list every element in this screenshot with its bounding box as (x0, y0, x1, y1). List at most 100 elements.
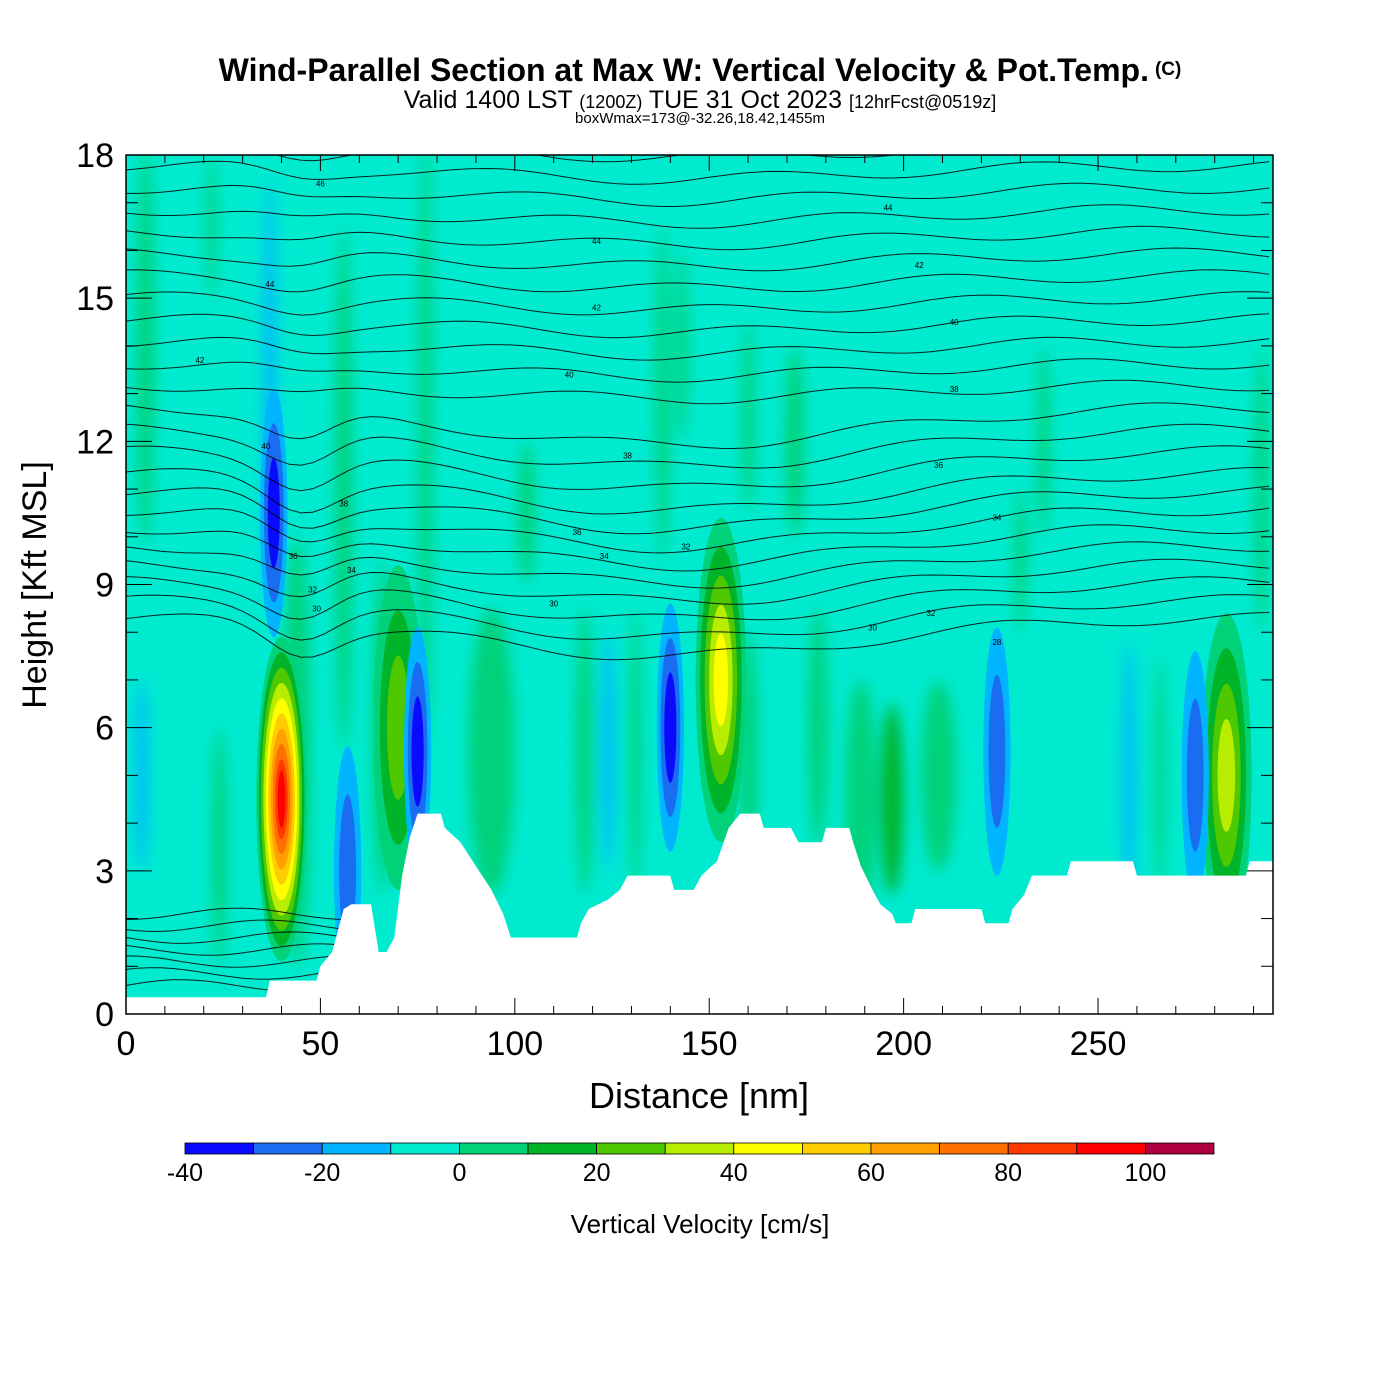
isentrope-label: 36 (289, 552, 298, 561)
x-tick-label: 50 (301, 1025, 339, 1063)
colorbar-bin (1007, 1142, 1078, 1155)
colorbar-bin (527, 1142, 597, 1155)
isentrope-line (126, 466, 1270, 515)
y-axis: Height [Kft MSL] 0 3 6 9 12 15 18 (16, 137, 114, 1034)
y-axis-label: Height [Kft MSL] (16, 461, 54, 709)
y-tick-label: 18 (76, 137, 114, 175)
terrain-mask (126, 813, 1273, 1014)
isentrope-line (126, 612, 1270, 661)
isentrope-label: 32 (926, 609, 935, 618)
isentrope-label: 40 (262, 442, 271, 451)
x-tick-label: 250 (1070, 1025, 1127, 1063)
copyright-mark: (C) (1154, 59, 1182, 80)
field-streak (335, 226, 353, 752)
isentrope-line (126, 445, 1270, 492)
field-streak (602, 632, 614, 871)
field-streak (921, 679, 957, 871)
colorbar-bin (733, 1142, 803, 1155)
valid-date: TUE 31 Oct 2023 (648, 86, 842, 114)
downdraft-core (404, 627, 432, 876)
isentrope-line (126, 247, 1270, 272)
colorbar-bin (596, 1142, 666, 1155)
colorbar-tick-label: -40 (167, 1159, 203, 1187)
downdraft-core (983, 627, 1011, 876)
field-streak (629, 608, 642, 895)
x-axis-label: Distance [nm] (589, 1075, 809, 1116)
isentrope-line (126, 94, 1269, 116)
x-tick-label: 200 (875, 1025, 932, 1063)
isentrope-label: 38 (339, 499, 348, 508)
isentrope-label: 36 (573, 528, 582, 537)
core-level (664, 672, 677, 783)
isentrope-line (126, 269, 1270, 293)
isentrope-line (126, 336, 1270, 361)
isentrope-line (126, 182, 1270, 207)
chart-title: Wind-Parallel Section at Max W: Vertical… (0, 52, 1400, 89)
plot-area: 46 44 42 40 38 36 34 32 30 44 42 40 38 36 34 32 30 44 42 40… (125, 94, 1274, 1015)
isentrope-line (126, 943, 360, 956)
isentrope-line (126, 313, 1270, 339)
colorbar-tick-label: 0 (452, 1159, 466, 1187)
isentrope-label: 44 (884, 203, 893, 212)
field-streak (576, 608, 594, 895)
valid-zulu: (1200Z) (579, 92, 643, 112)
chart-subtitle: Valid 1400 LST (1200Z) TUE 31 Oct 2023 [… (0, 86, 1400, 115)
isentrope-label: 42 (195, 356, 204, 365)
core-level (267, 457, 280, 569)
colorbar-tick-label: 80 (994, 1159, 1022, 1187)
field-streak (136, 155, 154, 547)
colorbar-bin (939, 1142, 1009, 1155)
isentrope-line (126, 358, 1270, 383)
chart-title-text: Wind-Parallel Section at Max W: Vertical… (218, 52, 1149, 88)
isentrope-label: 30 (549, 600, 558, 609)
isentrope-label: 32 (308, 585, 317, 594)
y-tick-label: 15 (76, 280, 114, 318)
x-tick-label: 100 (486, 1025, 543, 1063)
isentrope-label: 34 (347, 566, 356, 575)
field-streak (785, 345, 805, 537)
colorbar-bin (390, 1142, 460, 1155)
core-level (386, 655, 410, 800)
axis-ticks (126, 155, 1273, 1014)
x-axis: Distance [nm] 0 50 100 150 200 250 (117, 1025, 1127, 1116)
isentrope-line (126, 541, 1270, 589)
core-level (1186, 699, 1204, 852)
isentrope-line (126, 576, 1270, 621)
isentrope-line (275, 155, 898, 163)
isentrope-line (126, 402, 1270, 450)
velocity-field (135, 155, 1268, 995)
isentrope-line (126, 379, 1270, 405)
colorbar-bin (1076, 1142, 1146, 1155)
core-level (1217, 718, 1236, 832)
isentrope-label: 30 (312, 604, 321, 613)
field-streak (1123, 641, 1135, 910)
field-streak (418, 155, 432, 752)
isentrope-line (126, 931, 360, 944)
isentrope-line (126, 423, 1270, 469)
colorbar-tick-label: -20 (304, 1159, 340, 1187)
core-level (988, 675, 1006, 828)
isentrope-label: 36 (934, 461, 943, 470)
colorbar-tick-label: 60 (857, 1159, 885, 1187)
isentrope-line (126, 116, 1269, 139)
field-streak (808, 608, 828, 847)
colorbar-bin (870, 1142, 940, 1155)
colorbar-bin (458, 1142, 529, 1155)
field-streak (1014, 489, 1027, 633)
isentrope-label: 32 (681, 542, 690, 551)
isentrope-line (126, 507, 1270, 554)
isentrope-line (126, 204, 1270, 229)
colorbar-bin (664, 1142, 735, 1155)
y-tick-label: 3 (95, 853, 114, 891)
colorbar-tick-label: 20 (583, 1159, 611, 1187)
isentrope-label: 42 (915, 261, 924, 270)
colorbar-bin (1145, 1142, 1215, 1155)
contour-labels: 46 44 42 40 38 36 34 32 30 44 42 40 38 36 34 32 30 44 42 40… (195, 180, 1002, 647)
colorbar-bin (184, 1142, 254, 1155)
updraft-core (256, 636, 307, 962)
isentrope-line (126, 907, 360, 921)
downdraft-core (260, 388, 288, 637)
colorbar-bin (802, 1142, 872, 1155)
x-tick-label: 150 (681, 1025, 738, 1063)
